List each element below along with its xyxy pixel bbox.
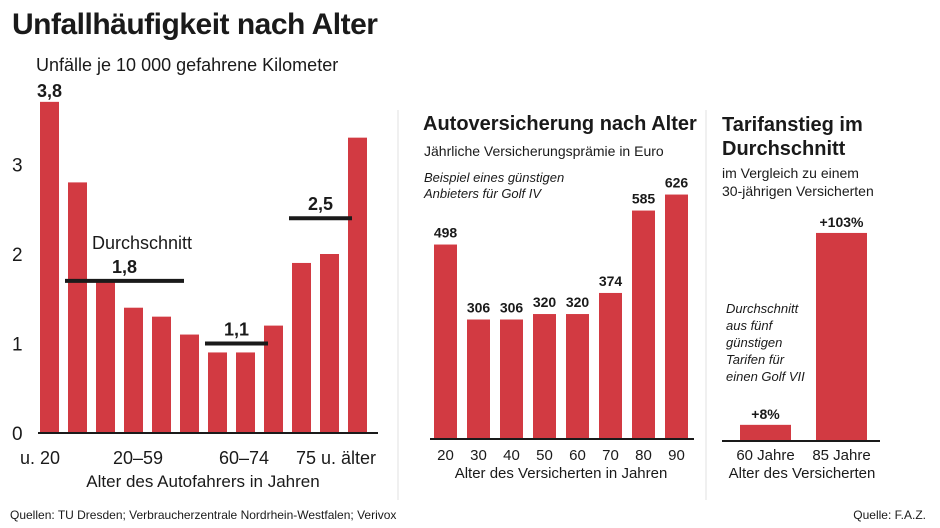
- premium-value-label: 320: [566, 294, 590, 310]
- accident-bar: [264, 325, 283, 433]
- x-tick-label: u. 20: [20, 448, 60, 468]
- average-value-label: 1,8: [112, 257, 137, 277]
- premium-value-label: 306: [500, 300, 524, 316]
- accident-bar: [68, 182, 87, 433]
- premium-bar: [665, 194, 688, 439]
- increase-title-line: Durchschnitt: [722, 138, 846, 160]
- source-left: Quellen: TU Dresden; Verbraucherzentrale…: [10, 508, 397, 522]
- increase-note-line: günstigen: [726, 335, 783, 350]
- accident-value-label: 3,8: [37, 81, 62, 101]
- increase-x-tick-label: 60 Jahre: [736, 447, 794, 464]
- increase-note-line: Durchschnitt: [726, 301, 799, 316]
- increase-value-label: +103%: [820, 214, 865, 230]
- increase-value-label: +8%: [751, 406, 780, 422]
- increase-note-line: einen Golf VII: [726, 369, 805, 384]
- premium-x-tick-label: 70: [602, 447, 619, 464]
- y-tick-label: 1: [12, 335, 23, 356]
- accident-bar: [40, 101, 59, 433]
- accident-bar: [152, 316, 171, 433]
- premium-x-axis-title: Alter des Versicherten in Jahren: [455, 465, 668, 482]
- premium-x-tick-label: 40: [503, 447, 520, 464]
- accident-bar: [292, 262, 311, 433]
- insurance-note-line: Anbieters für Golf IV: [424, 186, 542, 201]
- increase-bar: [816, 232, 867, 441]
- accident-bar: [348, 137, 367, 433]
- increase-subtitle-line: im Vergleich zu einem: [722, 165, 859, 181]
- y-tick-label: 0: [12, 424, 23, 445]
- premium-x-tick-label: 30: [470, 447, 487, 464]
- premium-value-label: 374: [599, 273, 623, 289]
- accident-bar: [124, 307, 143, 433]
- source-right: Quelle: F.A.Z.: [853, 508, 926, 522]
- accident-bar: [236, 352, 255, 433]
- x-tick-label: 75 u. älter: [296, 448, 376, 468]
- accident-chart-subtitle: Unfälle je 10 000 gefahrene Kilometer: [36, 55, 339, 75]
- increase-bar: [740, 424, 791, 441]
- increase-x-tick-label: 85 Jahre: [812, 447, 870, 464]
- premium-bar: [599, 292, 622, 439]
- increase-note-line: aus fünf: [726, 318, 773, 333]
- premium-bar: [467, 319, 490, 439]
- premium-x-tick-label: 20: [437, 447, 454, 464]
- x-axis-title: Alter des Autofahrers in Jahren: [86, 472, 319, 491]
- x-tick-label: 20–59: [113, 448, 163, 468]
- average-caption: Durchschnitt: [92, 233, 192, 253]
- premium-bar: [566, 314, 589, 439]
- premium-x-tick-label: 90: [668, 447, 685, 464]
- y-tick-label: 3: [12, 156, 23, 177]
- increase-subtitle-line: 30-jährigen Versicherten: [722, 183, 874, 199]
- increase-chart-note: Durchschnitt aus fünf günstigen Tarifen …: [726, 300, 805, 385]
- main-title: Unfallhäufigkeit nach Alter: [12, 8, 378, 41]
- premium-value-label: 320: [533, 294, 557, 310]
- premium-bar: [500, 319, 523, 439]
- insurance-chart-note: Beispiel eines günstigen Anbieters für G…: [424, 170, 564, 202]
- insurance-note-line: Beispiel eines günstigen: [424, 170, 565, 185]
- increase-x-axis-title: Alter des Versicherten: [729, 465, 876, 482]
- premium-bar: [533, 314, 556, 439]
- premium-value-label: 306: [467, 300, 491, 316]
- insurance-chart-title: Autoversicherung nach Alter: [423, 113, 697, 135]
- accident-bar: [96, 280, 115, 433]
- increase-chart-subtitle: im Vergleich zu einem 30-jährigen Versic…: [722, 164, 874, 200]
- y-tick-label: 2: [12, 245, 23, 266]
- premium-value-label: 585: [632, 191, 656, 207]
- premium-bar: [434, 244, 457, 439]
- premium-x-tick-label: 80: [635, 447, 652, 464]
- premium-value-label: 498: [434, 225, 458, 241]
- average-value-label: 1,1: [224, 320, 249, 340]
- increase-chart-title: Tarifanstieg im Durchschnitt: [722, 113, 863, 161]
- premium-bar: [632, 210, 655, 439]
- x-tick-label: 60–74: [219, 448, 269, 468]
- accident-bar: [320, 254, 339, 433]
- accident-bar: [208, 352, 227, 433]
- premium-x-tick-label: 60: [569, 447, 586, 464]
- accident-bar: [180, 334, 199, 433]
- increase-note-line: Tarifen für: [726, 352, 785, 367]
- premium-value-label: 626: [665, 175, 689, 191]
- insurance-chart-subtitle: Jährliche Versicherungsprämie in Euro: [424, 143, 664, 159]
- premium-x-tick-label: 50: [536, 447, 553, 464]
- average-value-label: 2,5: [308, 194, 333, 214]
- increase-title-line: Tarifanstieg im: [722, 114, 863, 136]
